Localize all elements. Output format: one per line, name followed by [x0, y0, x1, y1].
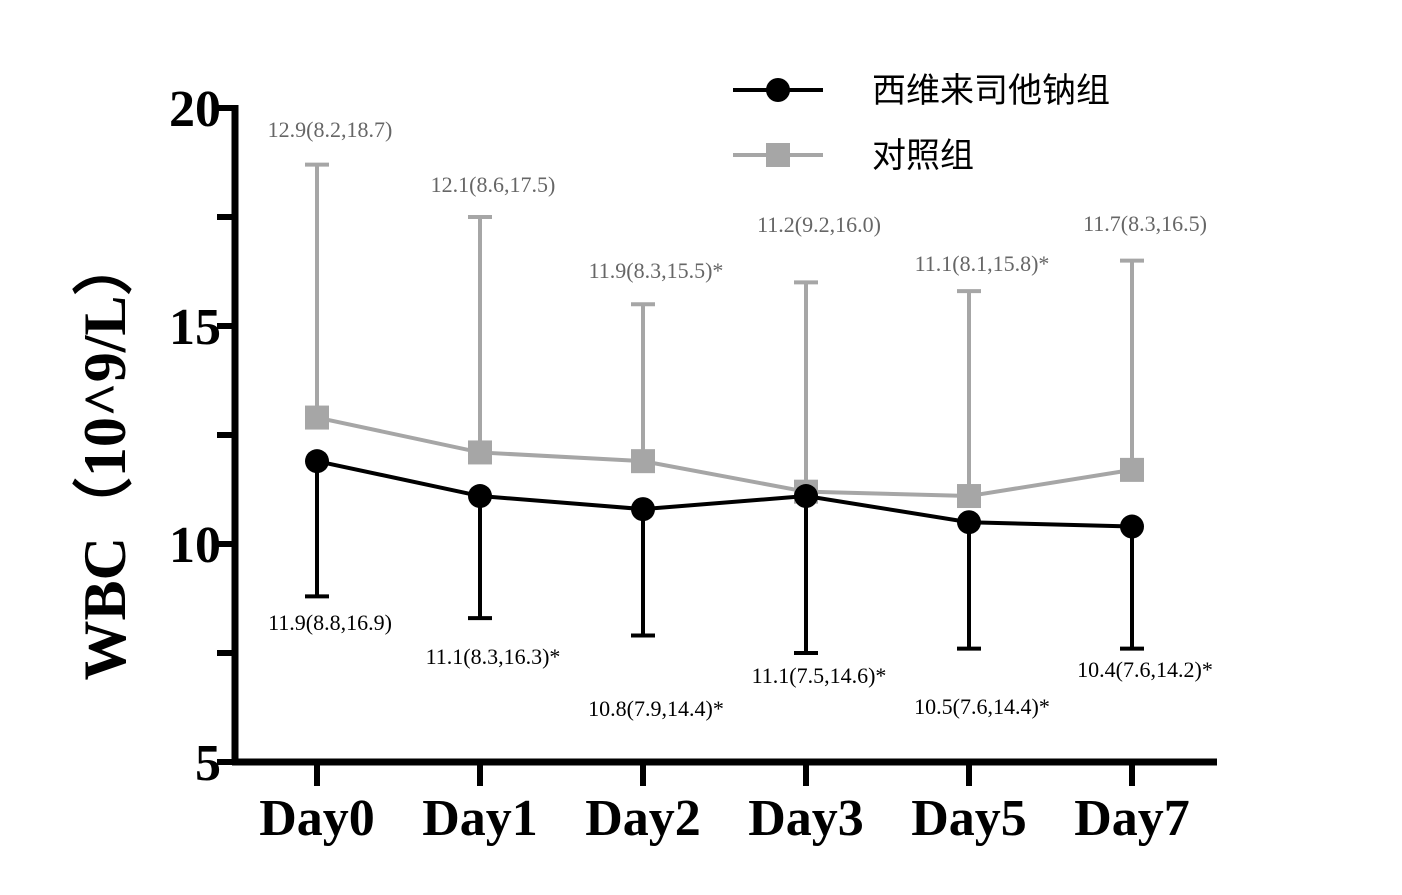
axes: 5 10 15 20 Day0 Day1 Day2 Day3 Day5 Day7: [169, 81, 1217, 847]
control-marker: [957, 484, 981, 509]
control-marker: [305, 405, 329, 430]
treatment-marker: [794, 484, 818, 509]
control-data-label: 12.1(8.6,17.5): [431, 172, 556, 197]
data-labels: 12.9(8.2,18.7) 12.1(8.6,17.5) 11.9(8.3,15.…: [268, 117, 1213, 721]
legend-treatment-marker: [766, 78, 790, 102]
y-tick-label: 10: [169, 517, 221, 574]
treatment-marker: [1120, 514, 1144, 539]
x-tick-label: Day0: [259, 790, 375, 847]
y-tick-label: 15: [169, 299, 221, 356]
control-data-label: 11.9(8.3,15.5)*: [589, 258, 724, 283]
control-marker: [631, 449, 655, 474]
x-tick-label: Day1: [422, 790, 538, 847]
treatment-data-label: 10.4(7.6,14.2)*: [1077, 657, 1213, 682]
treatment-data-label: 11.9(8.8,16.9): [268, 610, 392, 635]
treatment-series: [305, 449, 1144, 655]
control-data-label: 11.1(8.1,15.8)*: [915, 251, 1050, 276]
treatment-data-label: 10.8(7.9,14.4)*: [588, 696, 724, 721]
control-series: [305, 162, 1144, 509]
y-axis-title: WBC（10^9/L）: [71, 236, 138, 681]
legend-control-label: 对照组: [872, 136, 974, 176]
control-data-label: 12.9(8.2,18.7): [268, 117, 393, 142]
treatment-data-label: 11.1(8.3,16.3)*: [426, 644, 561, 669]
control-marker: [1120, 457, 1144, 482]
control-line: [316, 415, 1133, 499]
treatment-marker: [468, 484, 492, 509]
y-tick-label: 5: [195, 735, 221, 792]
x-tick-label: Day5: [911, 790, 1027, 847]
x-tick-label: Day7: [1074, 790, 1190, 847]
legend-control-marker: [766, 143, 790, 167]
treatment-marker: [631, 497, 655, 522]
treatment-marker: [957, 510, 981, 535]
treatment-data-label: 11.1(7.5,14.6)*: [752, 663, 887, 688]
control-data-label: 11.2(9.2,16.0): [757, 212, 881, 237]
treatment-line: [316, 459, 1133, 529]
treatment-data-label: 10.5(7.6,14.4)*: [914, 694, 1050, 719]
legend-treatment-label: 西维来司他钠组: [872, 71, 1110, 111]
control-marker: [468, 440, 492, 465]
x-tick-label: Day3: [748, 790, 864, 847]
control-data-label: 11.7(8.3,16.5): [1083, 211, 1207, 236]
treatment-marker: [305, 449, 329, 474]
x-tick-label: Day2: [585, 790, 701, 847]
y-tick-label: 20: [169, 81, 221, 138]
